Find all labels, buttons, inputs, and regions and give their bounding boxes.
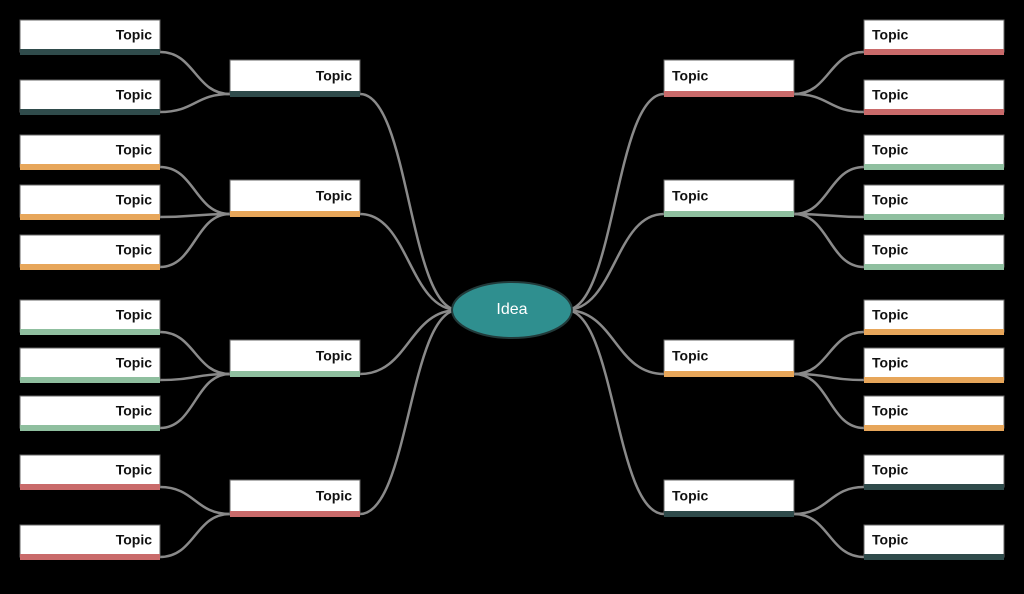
- edge-l1-l2: [794, 94, 864, 112]
- edge-l1-l2: [794, 214, 864, 267]
- level2-node-label: Topic: [872, 355, 909, 371]
- edge-l1-l2: [160, 487, 230, 514]
- level2-node: Topic: [864, 300, 1004, 332]
- level2-node: Topic: [20, 185, 160, 217]
- level2-node-label: Topic: [116, 142, 153, 158]
- level2-node-label: Topic: [872, 462, 909, 478]
- center-node-layer: Idea: [452, 282, 572, 338]
- level2-node-label: Topic: [116, 403, 153, 419]
- level2-node-label: Topic: [872, 403, 909, 419]
- level2-node: Topic: [864, 80, 1004, 112]
- level1-node: Topic: [230, 180, 360, 214]
- level1-node: Topic: [230, 60, 360, 94]
- edge-l1-l2: [794, 52, 864, 94]
- level1-node: Topic: [230, 480, 360, 514]
- level2-node: Topic: [864, 135, 1004, 167]
- level1-node: Topic: [664, 480, 794, 514]
- level1-node: Topic: [230, 340, 360, 374]
- mindmap-diagram: Topic Topic Topic Topic Topic Topic Topic Topic…: [0, 0, 1024, 594]
- level2-node-label: Topic: [116, 192, 153, 208]
- level2-node-label: Topic: [872, 87, 909, 103]
- level2-node-label: Topic: [116, 462, 153, 478]
- level2-node: Topic: [20, 80, 160, 112]
- level2-node-label: Topic: [116, 87, 153, 103]
- edge-center-l1: [566, 94, 664, 310]
- edge-l1-l2: [794, 487, 864, 514]
- edge-center-l1: [360, 94, 458, 310]
- level2-node-label: Topic: [116, 242, 153, 258]
- level2-node: Topic: [864, 185, 1004, 217]
- level2-node: Topic: [20, 525, 160, 557]
- level2-node: Topic: [20, 396, 160, 428]
- level2-node-label: Topic: [872, 27, 909, 43]
- center-node: Idea: [452, 282, 572, 338]
- level1-node-label: Topic: [672, 488, 709, 504]
- edge-l1-l2: [160, 94, 230, 112]
- level1-node-label: Topic: [316, 68, 353, 84]
- level2-node-label: Topic: [116, 307, 153, 323]
- edge-l1-l2: [794, 167, 864, 214]
- level2-node: Topic: [20, 348, 160, 380]
- level2-node: Topic: [20, 300, 160, 332]
- level2-node: Topic: [20, 455, 160, 487]
- level2-node: Topic: [20, 20, 160, 52]
- level2-node-label: Topic: [116, 532, 153, 548]
- edge-center-l1: [566, 214, 664, 310]
- level1-node-label: Topic: [672, 68, 709, 84]
- level2-node-label: Topic: [872, 307, 909, 323]
- level1-node-label: Topic: [316, 488, 353, 504]
- edge-l1-l2: [160, 167, 230, 214]
- center-label: Idea: [496, 301, 527, 318]
- edge-l1-l2: [794, 374, 864, 428]
- level2-node-label: Topic: [872, 142, 909, 158]
- level2-node: Topic: [864, 455, 1004, 487]
- level2-node: Topic: [864, 525, 1004, 557]
- edge-center-l1: [360, 310, 458, 374]
- edge-l1-l2: [160, 52, 230, 94]
- level2-node: Topic: [864, 348, 1004, 380]
- level2-node: Topic: [20, 235, 160, 267]
- edge-center-l1: [360, 214, 458, 310]
- edge-l1-l2: [160, 332, 230, 374]
- level2-node: Topic: [864, 396, 1004, 428]
- level1-node: Topic: [664, 180, 794, 214]
- level1-node: Topic: [664, 340, 794, 374]
- level1-node-label: Topic: [672, 188, 709, 204]
- level2-node: Topic: [864, 20, 1004, 52]
- level2-node-label: Topic: [116, 355, 153, 371]
- level2-node-label: Topic: [116, 27, 153, 43]
- level2-node: Topic: [864, 235, 1004, 267]
- level2-node: Topic: [20, 135, 160, 167]
- edge-center-l1: [566, 310, 664, 374]
- edge-l1-l2: [794, 332, 864, 374]
- edge-l1-l2: [160, 514, 230, 557]
- level2-node-label: Topic: [872, 242, 909, 258]
- edge-l1-l2: [160, 214, 230, 267]
- level1-node-label: Topic: [316, 348, 353, 364]
- edge-l1-l2: [794, 514, 864, 557]
- level1-node-label: Topic: [672, 348, 709, 364]
- level1-node-label: Topic: [316, 188, 353, 204]
- level2-node-label: Topic: [872, 532, 909, 548]
- level2-node-label: Topic: [872, 192, 909, 208]
- level1-node: Topic: [664, 60, 794, 94]
- edge-l1-l2: [160, 374, 230, 428]
